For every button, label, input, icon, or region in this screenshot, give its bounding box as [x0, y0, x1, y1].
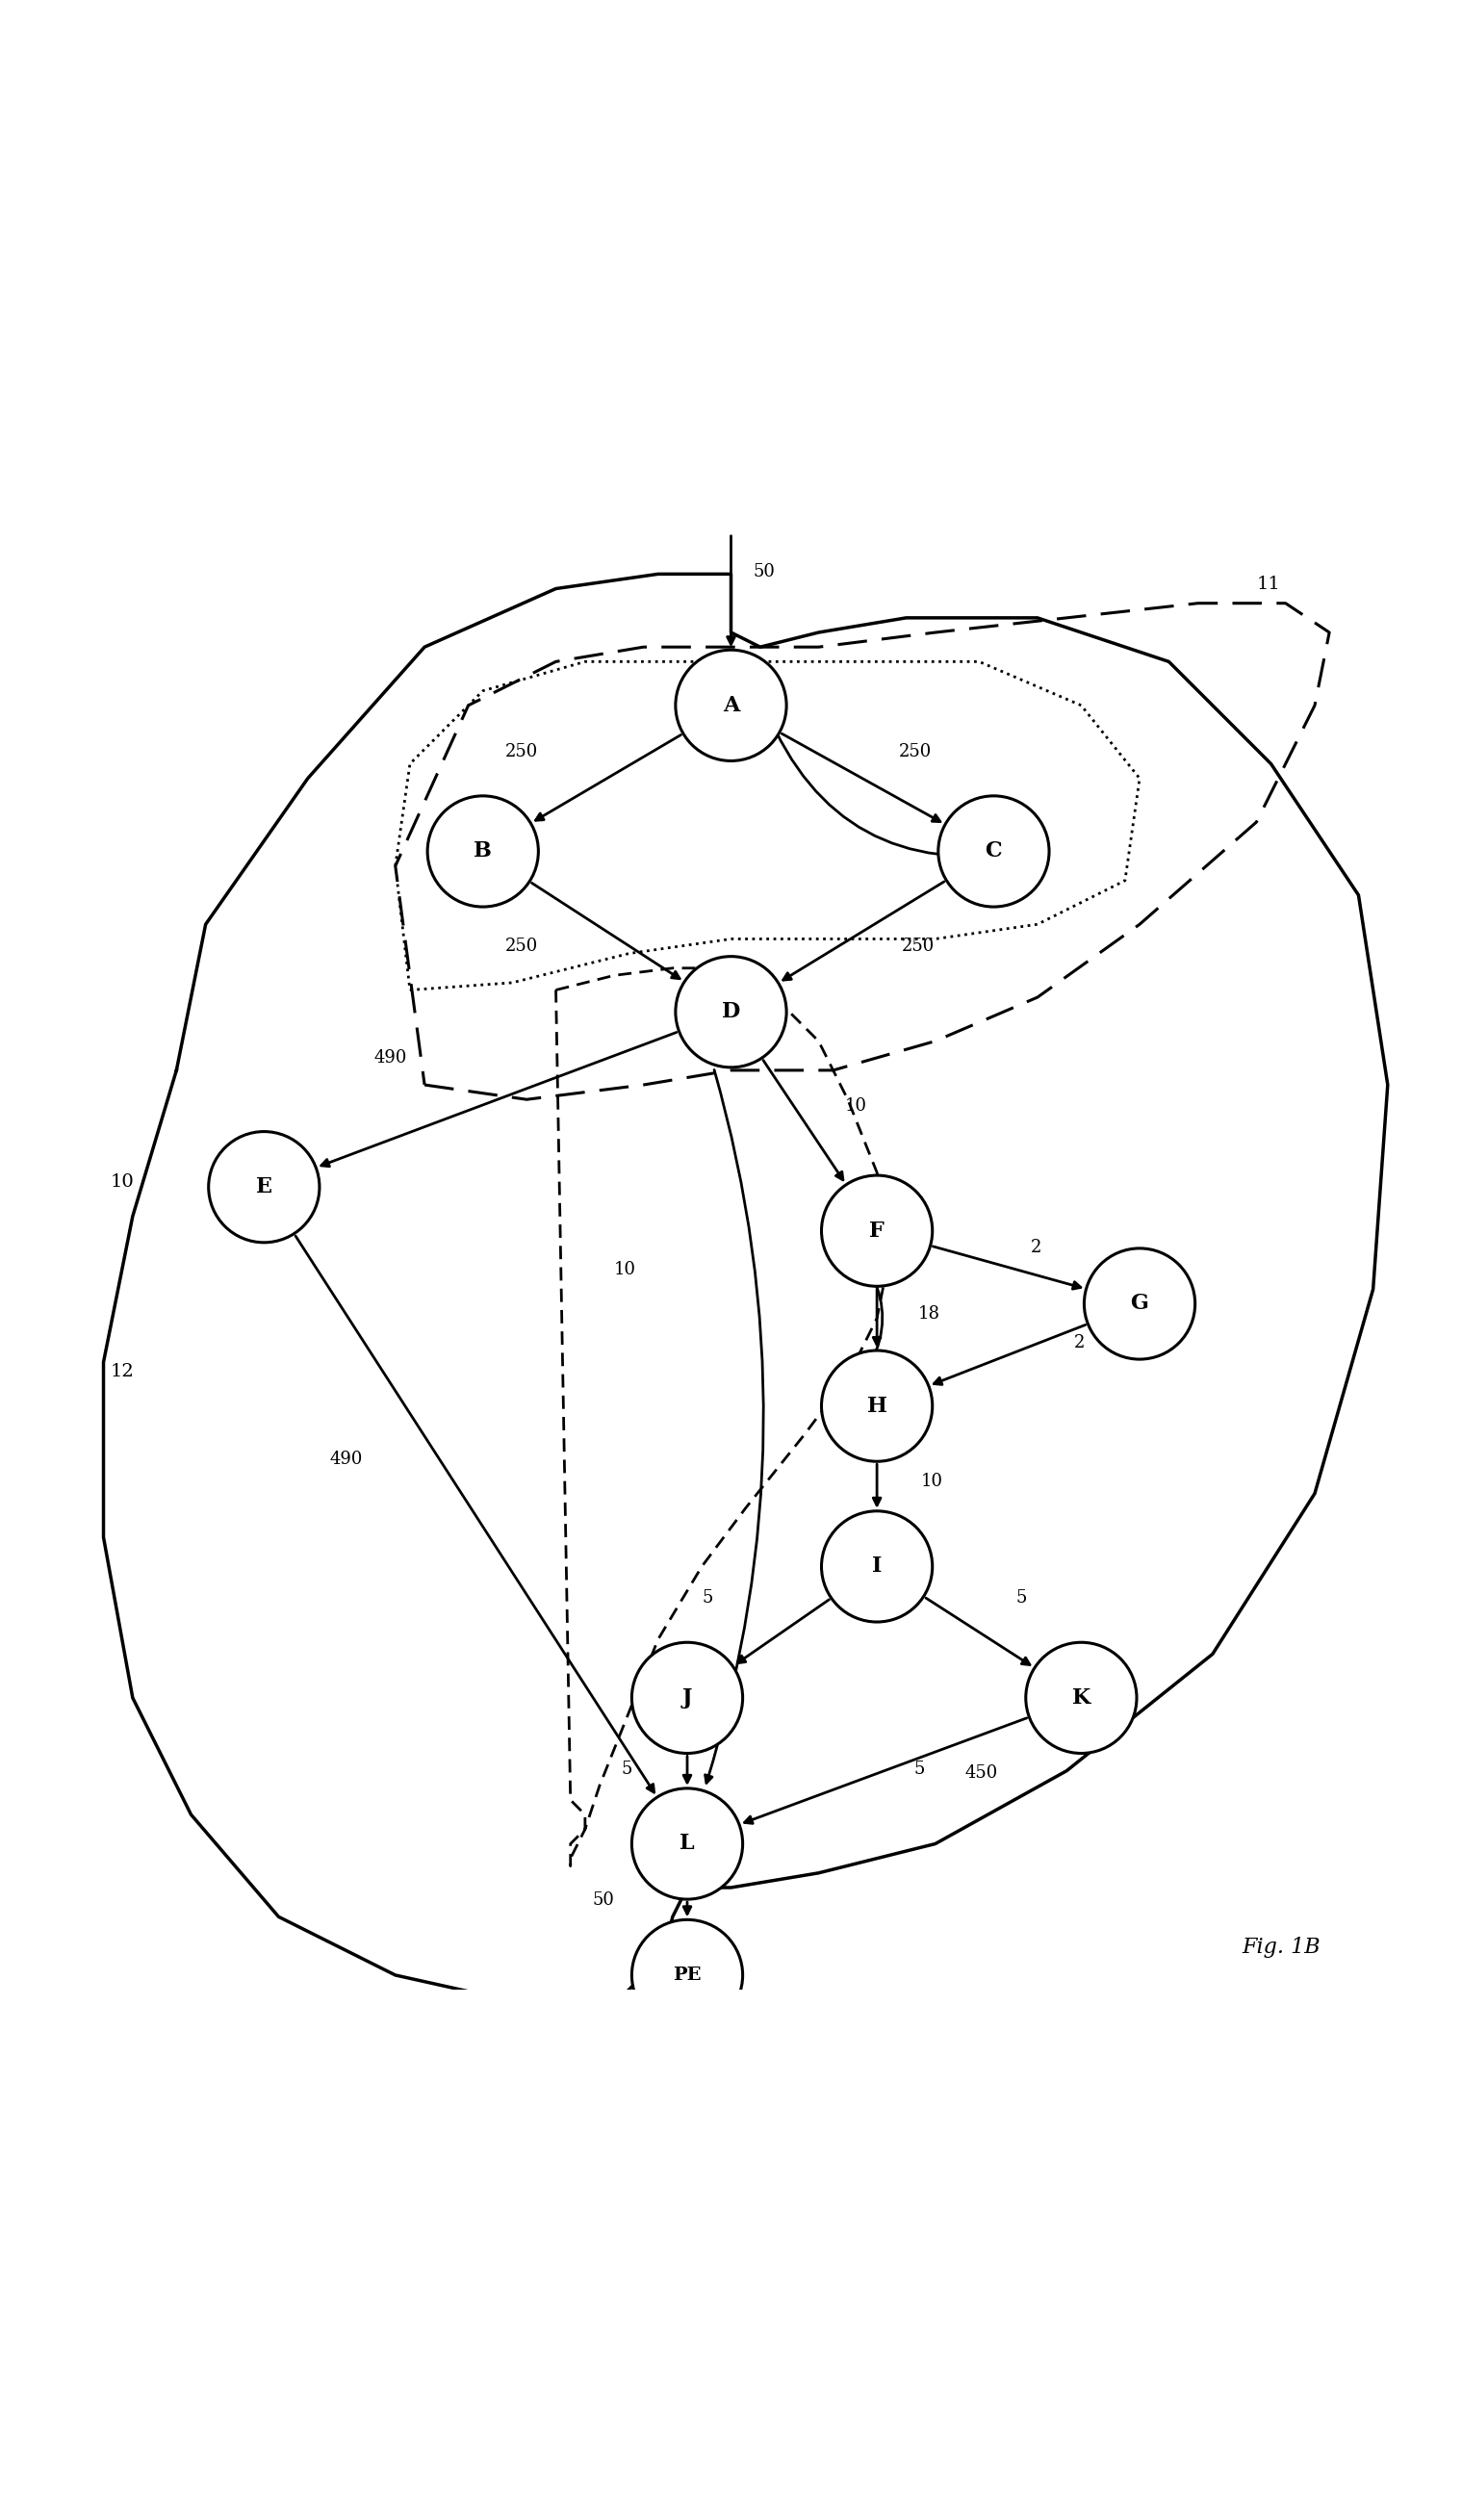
Circle shape: [1085, 1247, 1194, 1358]
Circle shape: [675, 650, 787, 761]
Circle shape: [209, 1131, 320, 1242]
Text: 10: 10: [111, 1174, 135, 1192]
Text: D: D: [722, 1000, 740, 1023]
Text: 250: 250: [899, 743, 931, 761]
Text: 490: 490: [330, 1452, 363, 1469]
Circle shape: [822, 1512, 933, 1623]
Text: PE: PE: [673, 1966, 702, 1983]
Text: L: L: [680, 1832, 694, 1855]
Circle shape: [632, 1920, 743, 2031]
Circle shape: [675, 958, 787, 1068]
Circle shape: [632, 1789, 743, 1900]
Text: C: C: [985, 842, 1001, 862]
Text: 5: 5: [1016, 1590, 1026, 1608]
Text: 5: 5: [914, 1761, 924, 1777]
Text: 2: 2: [1075, 1333, 1085, 1351]
Text: 50: 50: [592, 1893, 614, 1910]
Text: 2: 2: [1031, 1240, 1041, 1257]
Text: 5: 5: [621, 1761, 633, 1777]
Text: 10: 10: [614, 1260, 636, 1278]
Circle shape: [632, 1643, 743, 1754]
Circle shape: [427, 796, 538, 907]
Text: F: F: [870, 1220, 885, 1242]
Text: 490: 490: [373, 1048, 406, 1066]
Text: A: A: [722, 696, 740, 716]
Text: I: I: [871, 1555, 882, 1578]
Text: K: K: [1072, 1688, 1091, 1709]
Text: 11: 11: [1256, 575, 1281, 592]
Circle shape: [1026, 1643, 1136, 1754]
Circle shape: [939, 796, 1050, 907]
Circle shape: [822, 1174, 933, 1285]
Text: E: E: [256, 1177, 272, 1197]
Text: Fig. 1B: Fig. 1B: [1241, 1938, 1320, 1958]
Text: 250: 250: [902, 937, 934, 955]
Text: 250: 250: [504, 937, 538, 955]
Text: 250: 250: [504, 743, 538, 761]
Text: 10: 10: [845, 1099, 867, 1114]
Text: 10: 10: [921, 1472, 943, 1489]
Text: 50: 50: [753, 564, 775, 580]
Text: 5: 5: [702, 1590, 713, 1608]
Text: 18: 18: [918, 1305, 940, 1323]
Text: J: J: [683, 1688, 693, 1709]
Text: B: B: [474, 842, 493, 862]
Circle shape: [822, 1351, 933, 1462]
Text: 450: 450: [965, 1764, 997, 1782]
Text: H: H: [867, 1396, 887, 1416]
Text: G: G: [1130, 1293, 1149, 1315]
Text: 12: 12: [111, 1363, 135, 1381]
